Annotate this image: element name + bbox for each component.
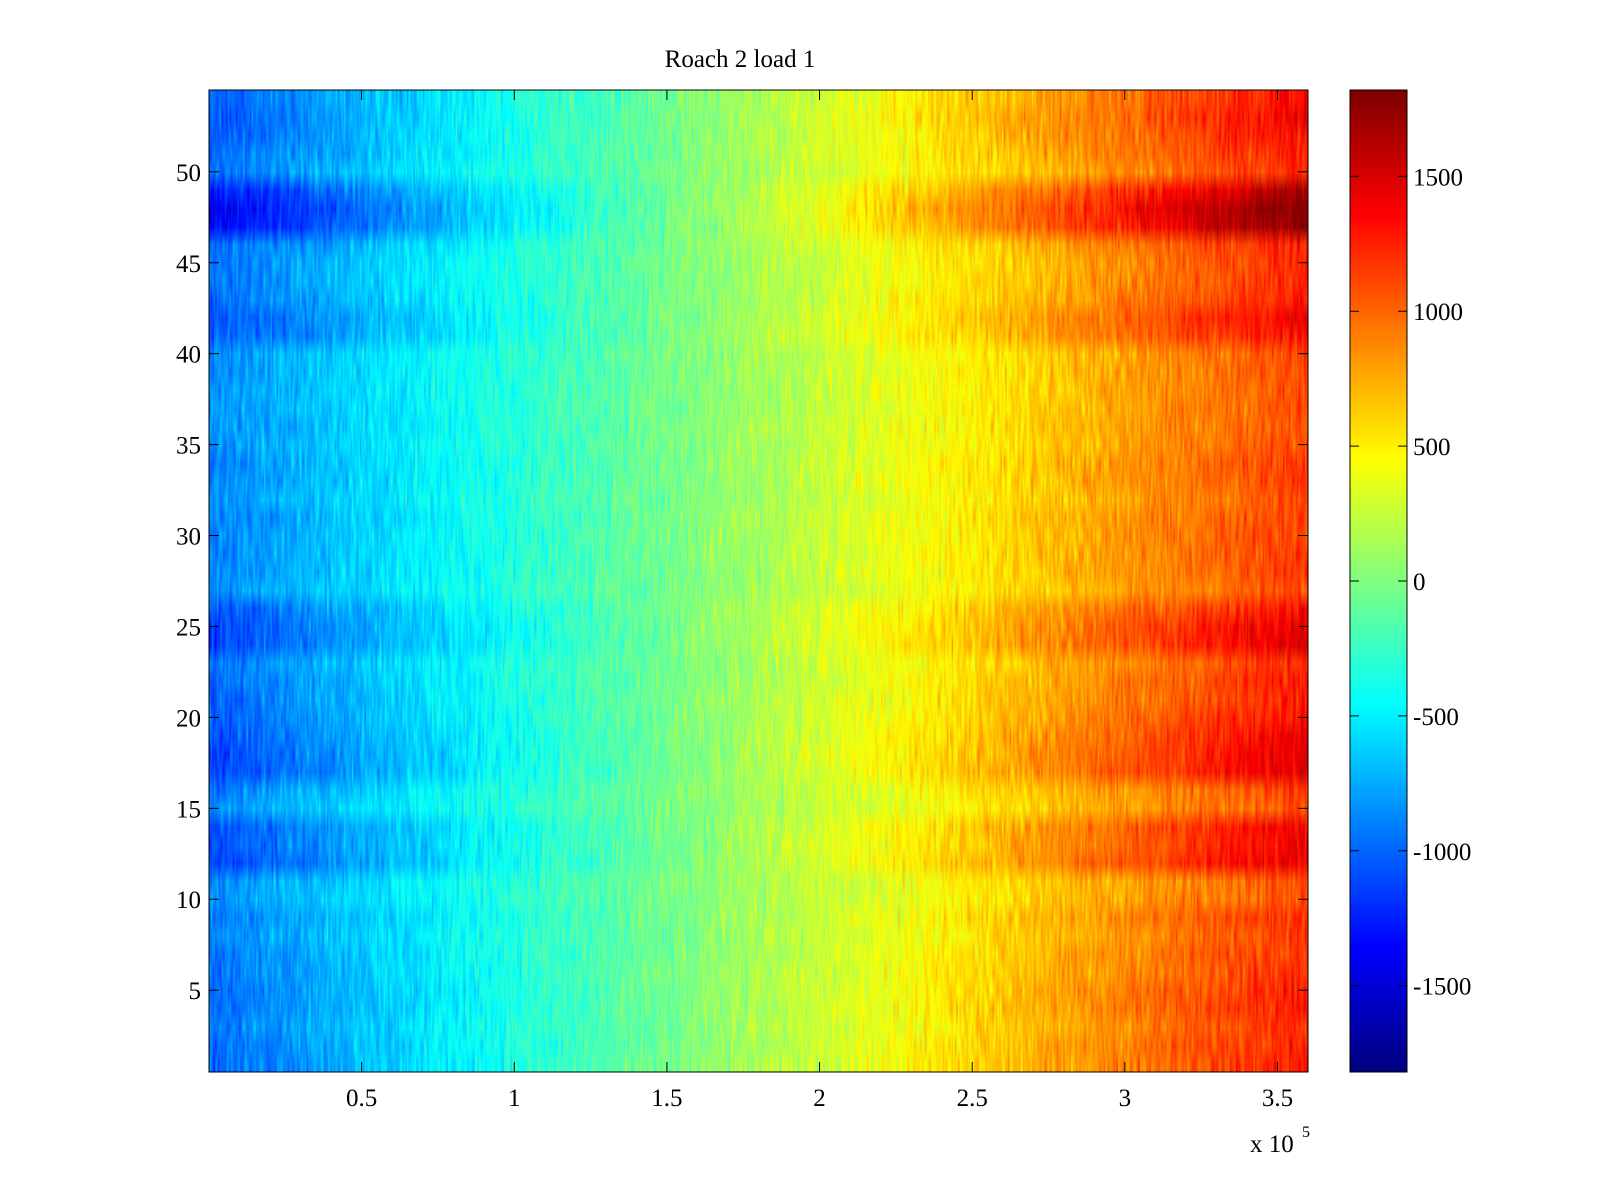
x-multiplier-label: x 10 [1250,1131,1294,1158]
colorbar-ticks: -1500 -1000 -500 0 500 1000 1500 [1350,164,1471,1001]
chart-title: Roach 2 load 1 [665,46,816,73]
y-tick-label: 15 [176,796,201,823]
y-tick-label: 35 [176,433,201,460]
heatmap-plot-area [208,89,1309,1073]
x-multiplier-exponent: 5 [1302,1124,1310,1141]
x-tick-label: 1 [508,1085,521,1112]
heatmap-cells [209,90,1308,1072]
colorbar-tick-label: -1500 [1413,974,1471,1001]
colorbar-gradient [1350,90,1407,1072]
colorbar: -1500 -1000 -500 0 500 1000 1500 [1349,89,1471,1073]
y-tick-label: 5 [189,978,202,1005]
colorbar-tick-label: 1500 [1413,164,1463,191]
y-tick-label: 50 [176,160,201,187]
colorbar-tick-label: -500 [1413,704,1459,731]
x-axis-multiplier: x 10 5 [1250,1124,1310,1158]
colorbar-tick-label: 1000 [1413,299,1463,326]
x-tick-label: 3.5 [1262,1085,1293,1112]
colorbar-tick-label: 500 [1413,434,1451,461]
plot-frame [208,89,1309,1073]
x-tick-label: 2.5 [957,1085,988,1112]
x-axis: 0.5 1 1.5 2 2.5 3 3.5 [346,90,1293,1112]
x-tick-label: 0.5 [346,1085,377,1112]
colorbar-tick-label: 0 [1413,569,1426,596]
y-tick-label: 10 [176,887,201,914]
x-tick-label: 3 [1119,1085,1132,1112]
x-tick-label: 2 [813,1085,826,1112]
y-tick-label: 40 [176,342,201,369]
y-tick-label: 30 [176,524,201,551]
y-tick-label: 20 [176,705,201,732]
x-tick-label: 1.5 [651,1085,682,1112]
y-axis: 5 10 15 20 25 30 35 40 45 50 [176,160,1308,1005]
y-tick-label: 25 [176,614,201,641]
colorbar-tick-label: -1000 [1413,839,1471,866]
y-tick-label: 45 [176,251,201,278]
